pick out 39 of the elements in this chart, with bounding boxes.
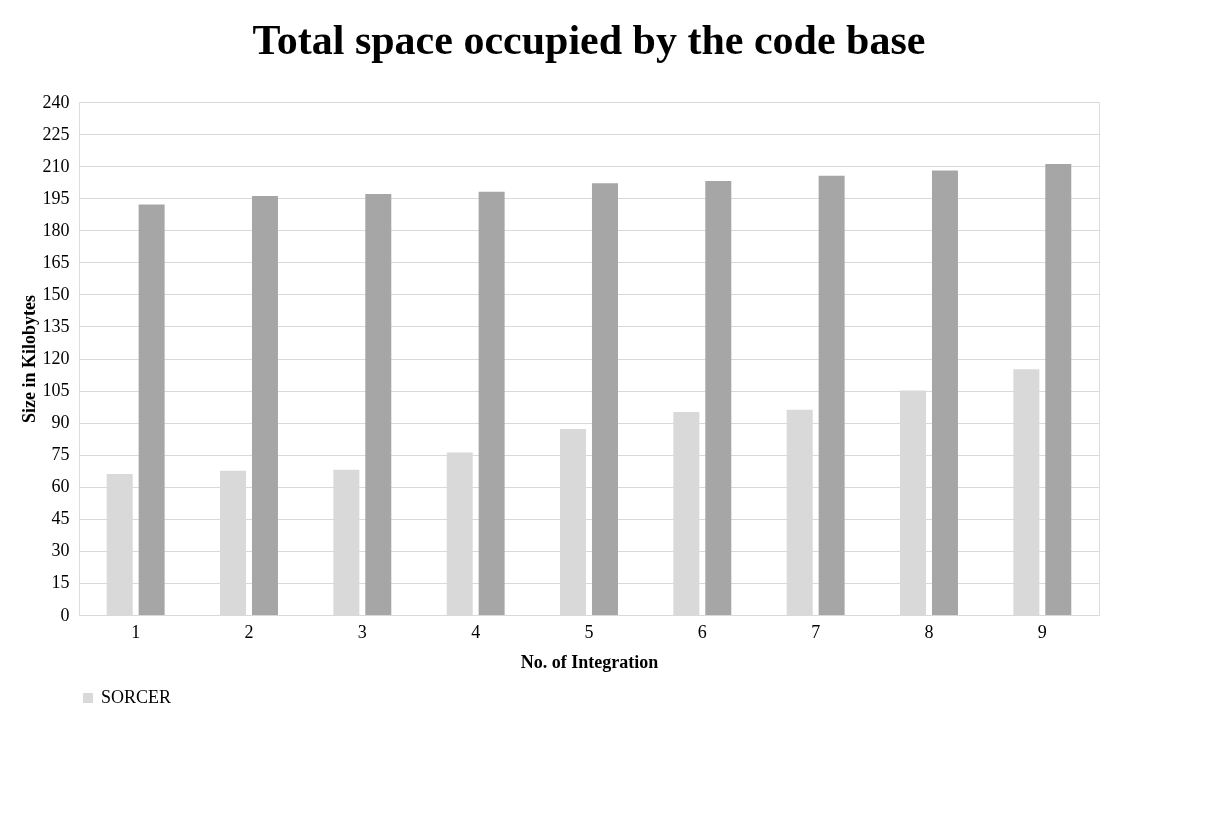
x-tick-label: 7 (811, 621, 821, 642)
bar (138, 204, 165, 615)
x-tick-label: 1 (131, 621, 141, 642)
x-tick-label: 5 (584, 621, 594, 642)
y-axis-title: Size in Kilobytes (18, 294, 39, 424)
y-tick-label: 75 (51, 444, 70, 465)
y-tick-label: 60 (51, 476, 70, 497)
bar (1045, 163, 1072, 615)
y-tick-label: 135 (42, 315, 70, 336)
y-tick-label: 165 (42, 251, 70, 272)
y-tick-label: 195 (42, 187, 70, 208)
bar (365, 193, 392, 615)
x-tick-label: 2 (244, 621, 254, 642)
y-tick-label: 240 (42, 91, 70, 112)
y-tick-label: 150 (42, 283, 70, 304)
y-tick-label: 45 (51, 508, 70, 529)
x-tick-label: 6 (697, 621, 707, 642)
x-tick-label: 4 (471, 621, 481, 642)
x-tick-label: 3 (357, 621, 367, 642)
y-tick-label: 90 (51, 412, 70, 433)
x-tick-label: 9 (1037, 621, 1047, 642)
y-tick-label: 30 (51, 540, 70, 561)
y-tick-label: 180 (42, 219, 70, 240)
bar (818, 175, 845, 615)
y-tick-label: 210 (42, 155, 70, 176)
legend-label: SORCER (101, 687, 172, 707)
x-tick-label: 8 (924, 621, 934, 642)
bar (931, 170, 958, 615)
bar (591, 183, 618, 615)
x-axis-title: No. of Integration (520, 651, 659, 672)
y-tick-label: 105 (42, 380, 70, 401)
bar (705, 181, 732, 615)
bar (251, 196, 278, 615)
y-tick-label: 0 (60, 604, 70, 625)
chart-title: Total space occupied by the code base (252, 17, 926, 63)
y-tick-label: 225 (42, 123, 70, 144)
bar (478, 191, 505, 615)
y-tick-label: 15 (51, 572, 70, 593)
y-tick-label: 120 (42, 348, 70, 368)
